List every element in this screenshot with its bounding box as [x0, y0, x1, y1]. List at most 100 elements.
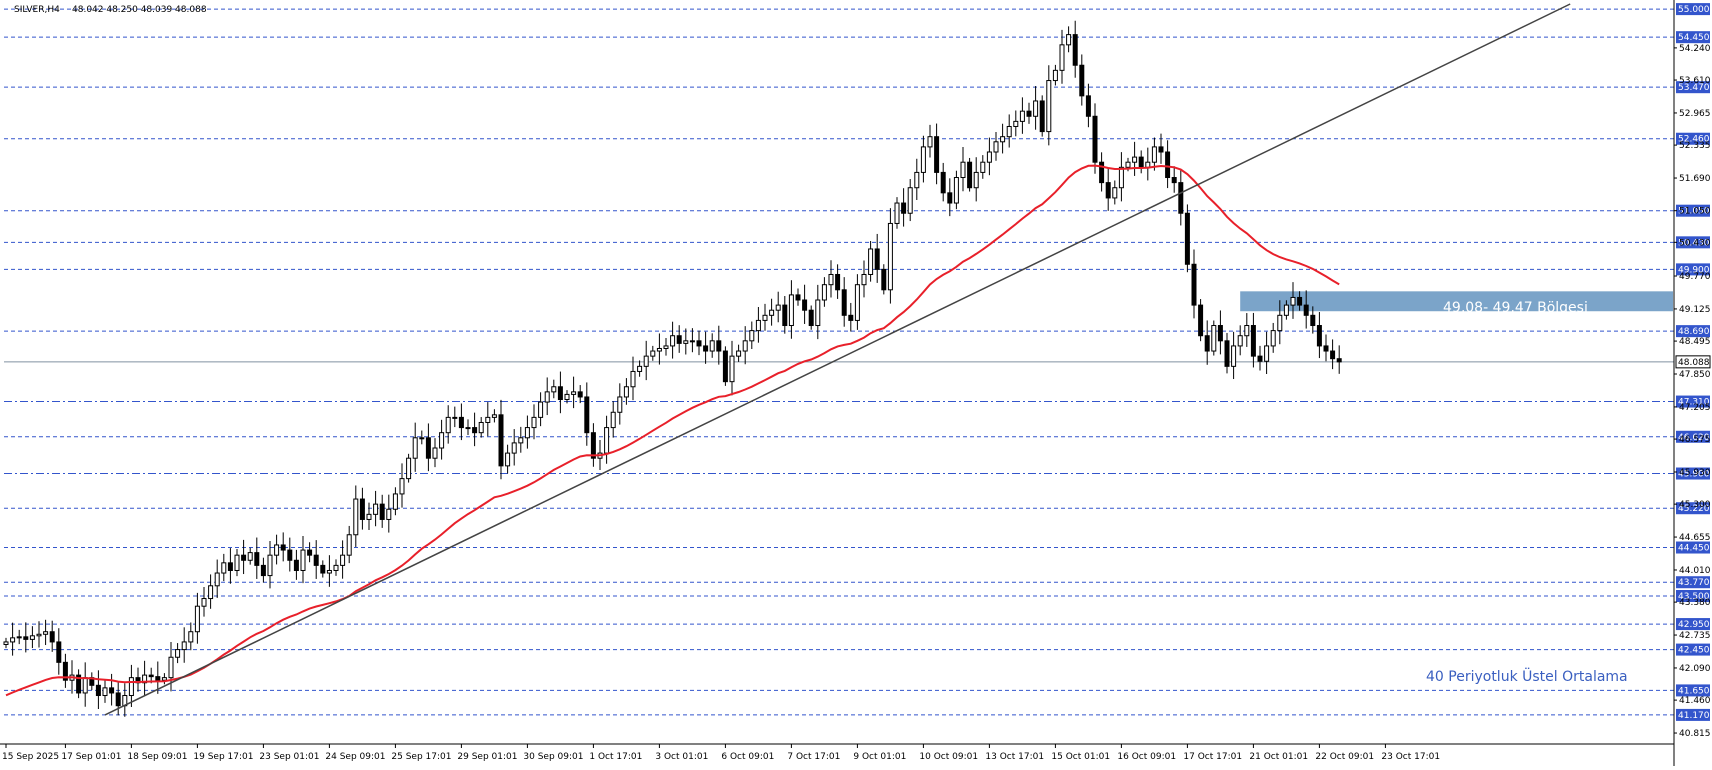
candle[interactable] — [656, 333, 662, 365]
candle[interactable] — [56, 628, 62, 675]
candle[interactable] — [1224, 332, 1230, 374]
candle[interactable] — [577, 385, 583, 404]
candle[interactable] — [881, 264, 887, 295]
candle[interactable] — [808, 305, 814, 330]
candle[interactable] — [1264, 331, 1270, 374]
candle[interactable] — [373, 490, 379, 527]
candle[interactable] — [755, 307, 761, 343]
candle[interactable] — [564, 390, 570, 404]
candle[interactable] — [544, 377, 550, 416]
candle[interactable] — [1310, 306, 1316, 334]
candle[interactable] — [128, 664, 134, 708]
candle[interactable] — [1250, 312, 1256, 368]
candle[interactable] — [1270, 322, 1276, 353]
candle[interactable] — [835, 264, 841, 299]
candle[interactable] — [1072, 20, 1078, 78]
candle[interactable] — [1092, 103, 1098, 174]
candle[interactable] — [76, 669, 82, 699]
candle[interactable] — [854, 274, 860, 330]
candle[interactable] — [1026, 102, 1032, 124]
candle[interactable] — [940, 162, 946, 202]
candle[interactable] — [689, 328, 695, 353]
candle[interactable] — [722, 346, 728, 386]
candle[interactable] — [478, 417, 484, 438]
candle[interactable] — [762, 303, 768, 331]
candle[interactable] — [531, 404, 537, 440]
candle[interactable] — [973, 157, 979, 202]
candle[interactable] — [181, 627, 187, 663]
candle[interactable] — [1184, 204, 1190, 273]
candle[interactable] — [524, 415, 530, 449]
candle[interactable] — [432, 438, 438, 468]
candle[interactable] — [769, 298, 775, 326]
candle[interactable] — [841, 277, 847, 327]
candle[interactable] — [551, 379, 557, 399]
candle[interactable] — [894, 197, 900, 229]
candle[interactable] — [676, 325, 682, 353]
candle[interactable] — [1336, 345, 1342, 374]
candle[interactable] — [967, 157, 973, 192]
candle[interactable] — [1244, 313, 1250, 347]
candle[interactable] — [1059, 29, 1065, 84]
candle[interactable] — [194, 592, 200, 644]
candle[interactable] — [1283, 300, 1289, 320]
candle[interactable] — [254, 537, 260, 579]
candle[interactable] — [109, 673, 115, 706]
candle[interactable] — [742, 326, 748, 365]
candle[interactable] — [346, 525, 352, 564]
candle[interactable] — [980, 155, 986, 179]
candle[interactable] — [1277, 300, 1283, 345]
candle[interactable] — [511, 429, 517, 466]
candle[interactable] — [584, 382, 590, 446]
candle[interactable] — [221, 553, 227, 582]
candle[interactable] — [287, 537, 293, 572]
candle[interactable] — [934, 123, 940, 185]
candle[interactable] — [1006, 114, 1012, 148]
candle[interactable] — [1290, 282, 1296, 319]
candle[interactable] — [458, 403, 464, 441]
candle[interactable] — [1013, 110, 1019, 137]
candle[interactable] — [1204, 320, 1210, 365]
candle[interactable] — [749, 321, 755, 350]
candle[interactable] — [10, 622, 16, 656]
candle[interactable] — [155, 661, 161, 694]
resistance-zone[interactable] — [1240, 291, 1673, 312]
candle[interactable] — [868, 241, 874, 282]
candle[interactable] — [115, 682, 121, 716]
candle[interactable] — [920, 135, 926, 183]
candle[interactable] — [1079, 54, 1085, 106]
candle[interactable] — [452, 406, 458, 428]
candle[interactable] — [267, 541, 273, 589]
candle[interactable] — [505, 444, 511, 474]
candle[interactable] — [1303, 290, 1309, 329]
candle[interactable] — [353, 485, 359, 547]
candle[interactable] — [313, 540, 319, 579]
candle[interactable] — [947, 178, 953, 217]
candle[interactable] — [927, 124, 933, 158]
candle[interactable] — [901, 188, 907, 227]
candle[interactable] — [703, 331, 709, 364]
candle[interactable] — [386, 494, 392, 533]
candle[interactable] — [234, 548, 240, 577]
candle[interactable] — [630, 356, 636, 401]
candle[interactable] — [887, 208, 893, 304]
candle[interactable] — [320, 560, 326, 578]
candle[interactable] — [465, 419, 471, 436]
candle[interactable] — [1316, 312, 1322, 359]
candle[interactable] — [491, 409, 497, 423]
candle[interactable] — [993, 132, 999, 161]
candle[interactable] — [1151, 137, 1157, 171]
candle[interactable] — [472, 412, 478, 447]
candle[interactable] — [643, 340, 649, 381]
candle[interactable] — [557, 371, 563, 414]
candle[interactable] — [1257, 345, 1263, 371]
candle[interactable] — [1217, 310, 1223, 355]
candle[interactable] — [1297, 291, 1303, 311]
candle[interactable] — [214, 559, 220, 598]
candle[interactable] — [1033, 86, 1039, 130]
trendline[interactable] — [104, 3, 1571, 716]
candle[interactable] — [610, 401, 616, 438]
candle[interactable] — [1039, 95, 1045, 137]
candle[interactable] — [1132, 141, 1138, 176]
candle[interactable] — [1066, 26, 1072, 53]
